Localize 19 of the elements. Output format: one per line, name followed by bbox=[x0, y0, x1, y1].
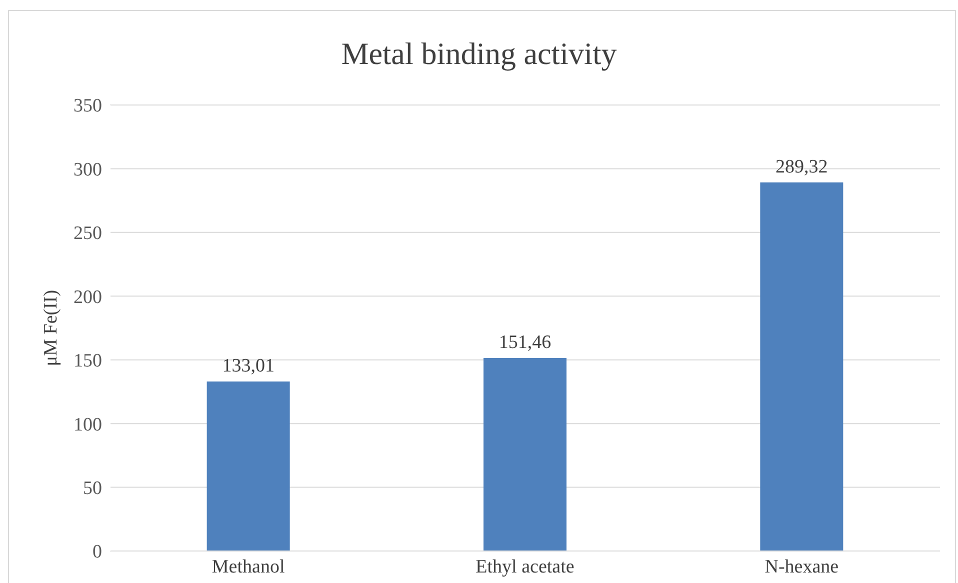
y-tick-label: 200 bbox=[74, 286, 102, 308]
y-tick-label: 350 bbox=[74, 96, 102, 117]
chart-title: Metal binding activity bbox=[340, 36, 618, 72]
y-tick-label: 150 bbox=[74, 350, 102, 372]
bar bbox=[206, 382, 290, 551]
y-tick-label: 50 bbox=[83, 478, 102, 500]
data-label: 151,46 bbox=[498, 332, 552, 353]
y-tick-label: 300 bbox=[74, 159, 102, 180]
y-tick-label: 100 bbox=[74, 414, 102, 436]
bar bbox=[484, 358, 566, 551]
x-tick-label: Methanol bbox=[212, 556, 285, 578]
y-tick-label: 0 bbox=[92, 542, 102, 563]
y-tick-label: 250 bbox=[74, 223, 102, 244]
bar bbox=[760, 182, 844, 551]
data-label: 289,32 bbox=[776, 156, 828, 178]
x-tick-label: Ethyl acetate bbox=[476, 556, 574, 578]
x-tick-label: N-hexane bbox=[764, 556, 839, 578]
data-label: 133,01 bbox=[222, 356, 274, 377]
y-axis-title: μM Fe(II) bbox=[40, 290, 62, 366]
